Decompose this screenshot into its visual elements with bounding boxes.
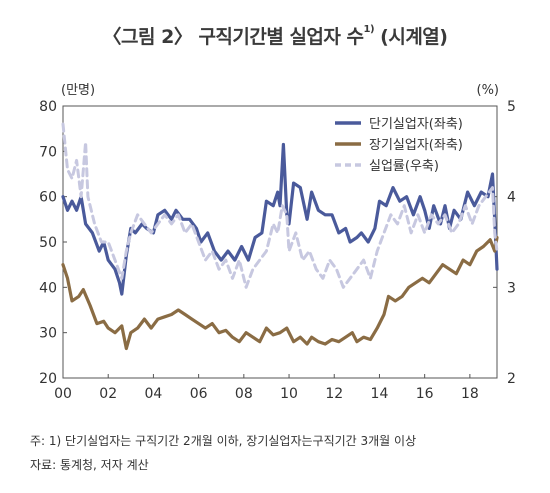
chart-title: 〈그림 2〉 구직기간별 실업자 수1) (시계열) — [0, 22, 550, 49]
legend-label-3: 실업률(우축) — [369, 159, 439, 174]
x-axis-tick-label: 06 — [190, 386, 208, 402]
left-axis-tick-label: 20 — [39, 371, 57, 387]
x-axis-tick-label: 12 — [325, 386, 343, 402]
left-axis-tick-label: 80 — [39, 99, 57, 115]
chart-title-main: 〈그림 2〉 구직기간별 실업자 수 — [102, 26, 364, 48]
chart-title-suffix: (시계열) — [380, 26, 448, 48]
x-axis-tick-label: 16 — [416, 386, 434, 402]
x-axis-tick-label: 18 — [461, 386, 479, 402]
right-axis-unit: (%) — [477, 83, 500, 98]
right-axis-tick-label: 5 — [507, 99, 516, 115]
left-axis-tick-label: 30 — [39, 326, 57, 342]
left-axis-tick-label: 40 — [39, 280, 57, 296]
source-note: 자료: 통계청, 저자 계산 — [30, 458, 149, 472]
legend-label-1: 단기실업자(좌축) — [369, 117, 463, 132]
left-axis-tick-label: 60 — [39, 190, 57, 206]
x-axis-tick-label: 14 — [371, 386, 389, 402]
left-axis-tick-label: 70 — [39, 144, 57, 160]
x-axis-tick-label: 00 — [54, 386, 72, 402]
right-axis-tick-label: 2 — [507, 371, 516, 387]
right-axis-tick-label: 4 — [507, 190, 516, 206]
x-axis-tick-label: 10 — [280, 386, 298, 402]
x-axis-tick-label: 08 — [235, 386, 253, 402]
x-axis-tick-label: 02 — [99, 386, 117, 402]
left-axis-unit: (만명) — [61, 83, 95, 98]
footnote: 주: 1) 단기실업자는 구직기간 2개월 이하, 장기실업자는구직기간 3개월… — [30, 434, 417, 448]
legend-label-2: 장기실업자(좌축) — [369, 138, 463, 153]
title-footnote-mark: 1) — [363, 23, 375, 35]
right-axis-tick-label: 3 — [507, 280, 516, 296]
series-line-2 — [61, 235, 499, 351]
left-axis-tick-label: 50 — [39, 235, 57, 251]
x-axis-tick-label: 04 — [145, 386, 163, 402]
series-line-3 — [61, 122, 499, 289]
